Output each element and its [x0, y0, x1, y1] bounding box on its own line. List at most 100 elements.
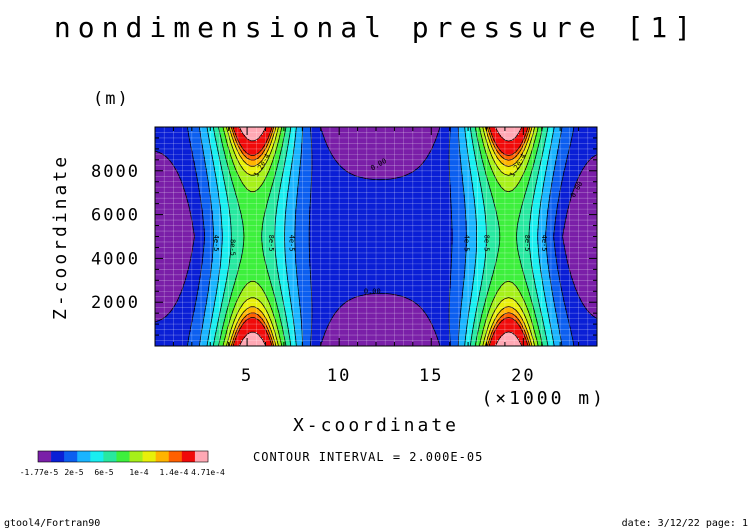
field-cell — [341, 145, 343, 147]
field-cell — [399, 131, 401, 133]
field-cell — [423, 135, 425, 137]
field-cell — [203, 133, 205, 135]
field-cell — [507, 167, 509, 169]
field-cell — [391, 129, 393, 131]
field-cell — [361, 151, 363, 153]
field-cell — [593, 141, 595, 143]
field-cell — [167, 153, 169, 155]
field-cell — [589, 153, 591, 155]
field-cell — [381, 149, 383, 151]
field-cell — [497, 141, 499, 143]
field-cell — [469, 141, 471, 143]
field-cell — [307, 135, 309, 137]
field-cell — [181, 167, 183, 169]
field-cell — [363, 133, 365, 135]
field-cell — [249, 135, 251, 137]
field-cell — [177, 163, 179, 165]
field-cell — [211, 167, 213, 169]
field-cell — [487, 153, 489, 155]
field-cell — [541, 145, 543, 147]
field-cell — [407, 155, 409, 157]
field-cell — [395, 151, 397, 153]
field-cell — [427, 161, 429, 163]
field-cell — [295, 149, 297, 151]
field-cell — [367, 161, 369, 163]
field-cell — [243, 129, 245, 131]
field-cell — [325, 129, 327, 131]
field-cell — [341, 133, 343, 135]
field-cell — [185, 135, 187, 137]
field-cell — [223, 171, 225, 173]
field-cell — [349, 157, 351, 159]
field-cell — [251, 163, 253, 165]
field-cell — [461, 155, 463, 157]
field-cell — [575, 155, 577, 157]
field-cell — [423, 133, 425, 135]
field-cell — [201, 171, 203, 173]
field-cell — [463, 149, 465, 151]
field-cell — [465, 151, 467, 153]
field-cell — [423, 131, 425, 133]
field-cell — [313, 163, 315, 165]
field-cell — [423, 167, 425, 169]
field-cell — [299, 133, 301, 135]
field-cell — [213, 157, 215, 159]
field-cell — [415, 151, 417, 153]
field-cell — [215, 133, 217, 135]
field-cell — [455, 167, 457, 169]
field-cell — [453, 157, 455, 159]
field-cell — [381, 133, 383, 135]
field-cell — [399, 129, 401, 131]
field-cell — [251, 129, 253, 131]
field-cell — [289, 141, 291, 143]
field-cell — [243, 163, 245, 165]
field-cell — [333, 133, 335, 135]
field-cell — [401, 161, 403, 163]
field-cell — [257, 145, 259, 147]
field-cell — [167, 149, 169, 151]
field-cell — [547, 139, 549, 141]
field-cell — [425, 135, 427, 137]
field-cell — [183, 145, 185, 147]
field-cell — [419, 135, 421, 137]
field-cell — [587, 157, 589, 159]
field-cell — [197, 155, 199, 157]
field-cell — [317, 139, 319, 141]
field-cell — [225, 131, 227, 133]
field-cell — [391, 161, 393, 163]
field-cell — [297, 161, 299, 163]
field-cell — [201, 161, 203, 163]
field-cell — [157, 139, 159, 141]
field-cell — [373, 139, 375, 141]
field-cell — [279, 163, 281, 165]
field-cell — [541, 139, 543, 141]
field-cell — [181, 131, 183, 133]
field-cell — [307, 141, 309, 143]
field-cell — [335, 149, 337, 151]
field-cell — [413, 135, 415, 137]
field-cell — [227, 155, 229, 157]
field-cell — [565, 139, 567, 141]
field-cell — [177, 151, 179, 153]
field-cell — [581, 129, 583, 131]
field-cell — [537, 163, 539, 165]
field-cell — [381, 171, 383, 173]
field-cell — [423, 163, 425, 165]
field-cell — [177, 129, 179, 131]
field-cell — [345, 131, 347, 133]
field-cell — [169, 163, 171, 165]
field-cell — [567, 131, 569, 133]
field-cell — [179, 155, 181, 157]
field-cell — [309, 161, 311, 163]
field-cell — [515, 129, 517, 131]
field-cell — [395, 171, 397, 173]
field-cell — [369, 129, 371, 131]
field-cell — [379, 145, 381, 147]
field-cell — [593, 145, 595, 147]
field-cell — [349, 149, 351, 151]
field-cell — [433, 157, 435, 159]
field-cell — [405, 145, 407, 147]
field-cell — [277, 135, 279, 137]
field-cell — [581, 153, 583, 155]
field-cell — [193, 129, 195, 131]
